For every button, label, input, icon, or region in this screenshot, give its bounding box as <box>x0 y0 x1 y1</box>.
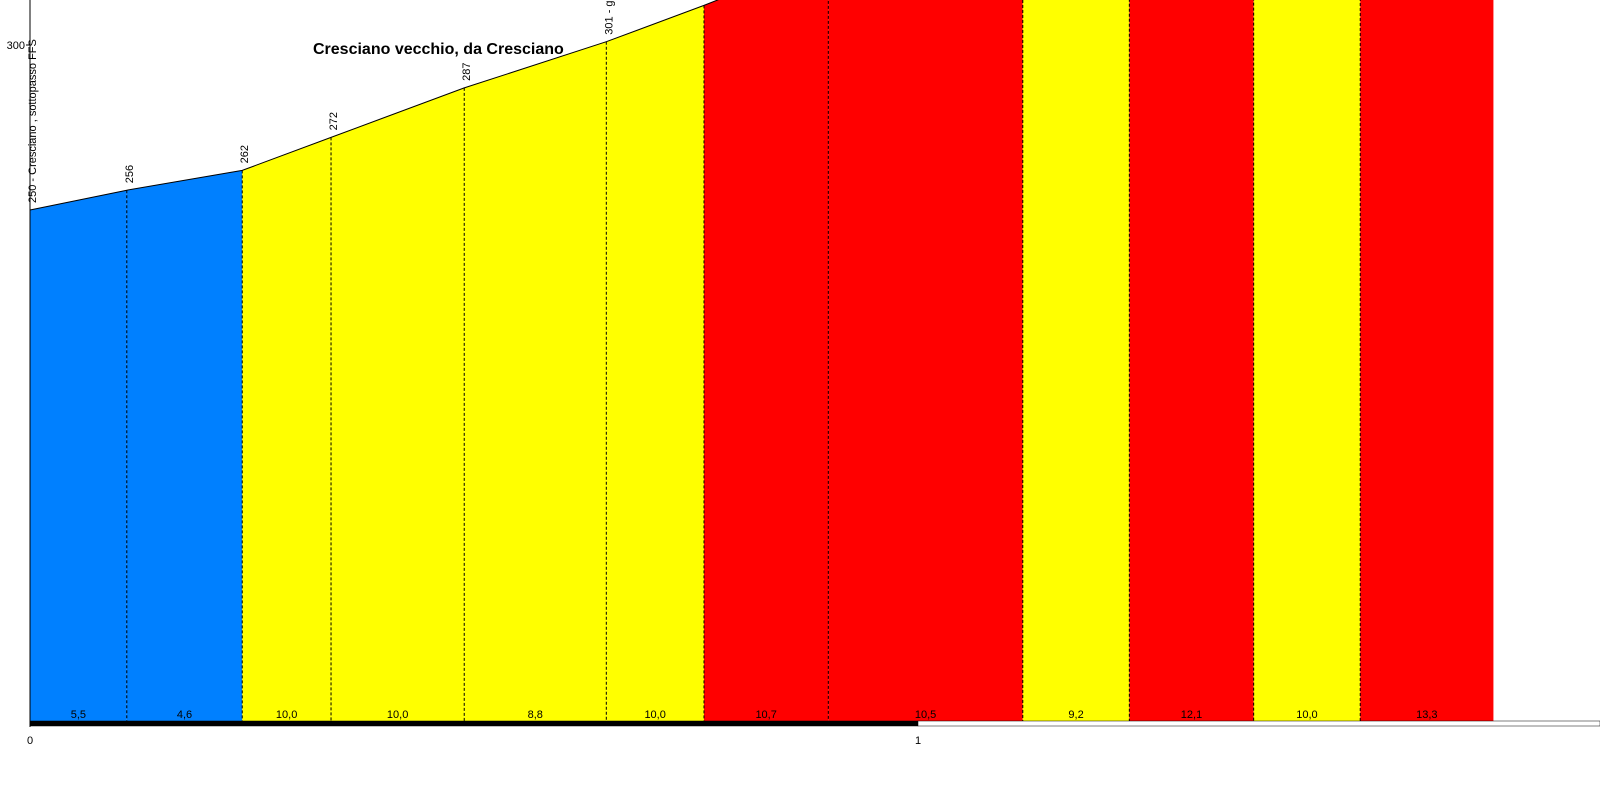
elevation-label: 272 <box>328 112 340 130</box>
gradient-label: 10,0 <box>1296 709 1317 721</box>
gradient-label: 10,5 <box>915 709 936 721</box>
gradient-label: 8,8 <box>528 709 543 721</box>
elevation-labels: 250 - Cresciano , sottopasso FFS 256 262 27… <box>27 0 615 203</box>
gradient-segment <box>126 170 243 721</box>
gradient-segments <box>30 0 1494 721</box>
gradient-label: 10,0 <box>276 709 297 721</box>
km-scale-bar <box>917 720 1600 727</box>
gradient-segment <box>828 0 1023 721</box>
x-tick-label: 1 <box>915 735 921 747</box>
km-scale-bar <box>29 720 919 727</box>
axes: 01300400 <box>7 0 1600 747</box>
elevation-label: 287 <box>461 63 473 81</box>
gradient-segment <box>1129 0 1254 721</box>
gradient-segment <box>464 41 607 721</box>
gradient-label: 10,0 <box>387 709 408 721</box>
gradient-label: 10,7 <box>755 709 776 721</box>
gradient-label: 10,0 <box>644 709 665 721</box>
gradient-label: 5,5 <box>71 709 86 721</box>
gradient-label: 9,2 <box>1068 709 1083 721</box>
gradient-segment <box>30 190 127 721</box>
gradient-segment <box>1022 0 1130 721</box>
gradient-segment <box>1360 0 1494 721</box>
gradient-labels: 5,5 4,6 10,0 10,0 8,8 10,0 10,7 10,5 9,2 12,1 10,0… <box>71 709 1438 721</box>
elevation-label: 250 - Cresciano , sottopasso FFS <box>27 39 39 203</box>
gradient-segment <box>606 5 704 721</box>
gradient-label: 12,1 <box>1181 709 1202 721</box>
elevation-label: 301 - galleria <box>603 0 615 35</box>
chart-title: Cresciano vecchio, da Cresciano <box>313 41 564 58</box>
gradient-segment <box>331 87 465 721</box>
gradient-label: 4,6 <box>177 709 192 721</box>
elevation-label: 262 <box>239 145 251 163</box>
gradient-segment <box>703 0 829 721</box>
segment-dividers <box>126 0 1361 721</box>
gradient-label: 13,3 <box>1416 709 1437 721</box>
x-tick-label: 0 <box>27 735 33 747</box>
gradient-segment <box>1253 0 1361 721</box>
gradient-segment <box>242 137 332 721</box>
elevation-label: 256 <box>124 165 136 183</box>
y-tick-label: 300 <box>7 40 25 52</box>
